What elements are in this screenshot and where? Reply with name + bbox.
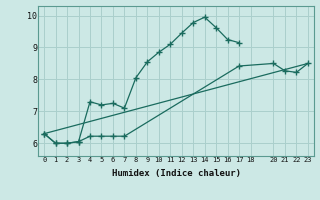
X-axis label: Humidex (Indice chaleur): Humidex (Indice chaleur)	[111, 169, 241, 178]
